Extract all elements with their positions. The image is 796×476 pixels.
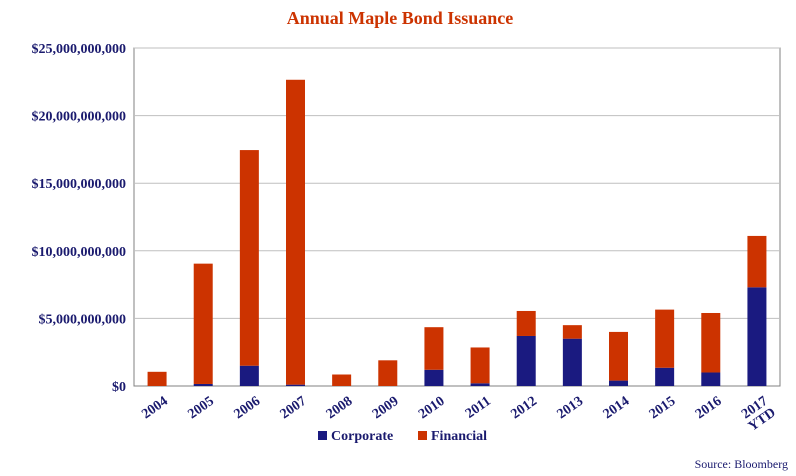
y-tick-label: $15,000,000,000: [32, 177, 127, 192]
bar-financial: [562, 325, 582, 339]
legend-label-corporate: Corporate: [331, 429, 393, 444]
x-tick-text: 2009: [370, 394, 402, 422]
plot-area: $0 $5,000,000,000 $10,000,000,000 $15,000,0…: [32, 42, 781, 435]
plot-frame: [133, 47, 781, 387]
bar-financial: [147, 371, 167, 386]
bar-corporate: [239, 365, 259, 386]
x-tick-text: 2010: [416, 394, 448, 422]
bar-corporate: [516, 335, 536, 386]
bar-corporate: [655, 367, 675, 386]
bar-corporate: [470, 383, 490, 386]
bar-financial: [332, 374, 352, 386]
bar-corporate: [747, 287, 767, 386]
bar-financial: [193, 263, 213, 384]
x-tick-label: 2004: [139, 394, 171, 422]
legend-label-financial: Financial: [431, 429, 487, 444]
chart-title: Annual Maple Bond Issuance: [287, 8, 514, 28]
bar-financial: [286, 79, 305, 385]
x-tick-text: 2014: [601, 394, 633, 422]
x-tick-label: 2013: [555, 394, 587, 422]
x-tick-text: 2013: [555, 394, 587, 422]
y-tick-label: $5,000,000,000: [39, 312, 127, 327]
bar-financial: [701, 312, 721, 373]
x-tick-label: 2010: [416, 394, 448, 422]
x-tick-text: 2005: [185, 394, 217, 422]
bar-financial: [655, 309, 675, 368]
bar-corporate: [424, 369, 444, 386]
x-tick-label: 2011: [463, 394, 494, 422]
x-tick-text: 2008: [324, 394, 356, 422]
x-tick-label: 2014: [601, 394, 633, 422]
legend: Corporate Financial: [318, 429, 487, 444]
bar-financial: [424, 327, 444, 370]
x-tick-label: 2016: [693, 394, 725, 422]
x-tick-text: 2006: [232, 394, 264, 422]
y-tick-label: $10,000,000,000: [32, 245, 127, 260]
bar-corporate: [286, 384, 305, 386]
x-tick-text: 2007: [278, 394, 310, 422]
bar-corporate: [701, 372, 721, 386]
bar-corporate: [609, 380, 628, 386]
x-tick-label: 2005: [185, 394, 217, 422]
y-tick-label: $25,000,000,000: [32, 42, 127, 57]
x-tick-text: 2004: [139, 394, 171, 422]
x-tick-label: 2006: [232, 394, 264, 422]
bar-corporate: [193, 383, 213, 386]
x-tick-label: 2007: [278, 394, 310, 422]
x-tick-label: 2009: [370, 394, 402, 422]
source-note: Source: Bloomberg: [695, 457, 788, 471]
bar-financial: [516, 310, 536, 336]
x-tick-label: 2008: [324, 394, 356, 422]
y-tick-label: $20,000,000,000: [32, 110, 127, 125]
bar-financial: [747, 235, 767, 288]
y-tick-label: $0: [112, 380, 126, 395]
bar-financial: [378, 360, 398, 386]
bar-financial: [239, 150, 259, 366]
x-tick-text: 2016: [693, 394, 725, 422]
x-tick-label: 2012: [508, 394, 540, 422]
x-tick-text: 2015: [647, 394, 679, 422]
bar-financial: [609, 331, 628, 381]
x-tick-label: 2015: [647, 394, 679, 422]
bar-financial: [470, 347, 490, 384]
legend-swatch-financial: [418, 431, 427, 440]
x-tick-text: 2012: [508, 394, 540, 422]
legend-swatch-corporate: [318, 431, 327, 440]
bar-corporate: [562, 338, 582, 386]
x-tick-text: 2011: [463, 394, 494, 422]
